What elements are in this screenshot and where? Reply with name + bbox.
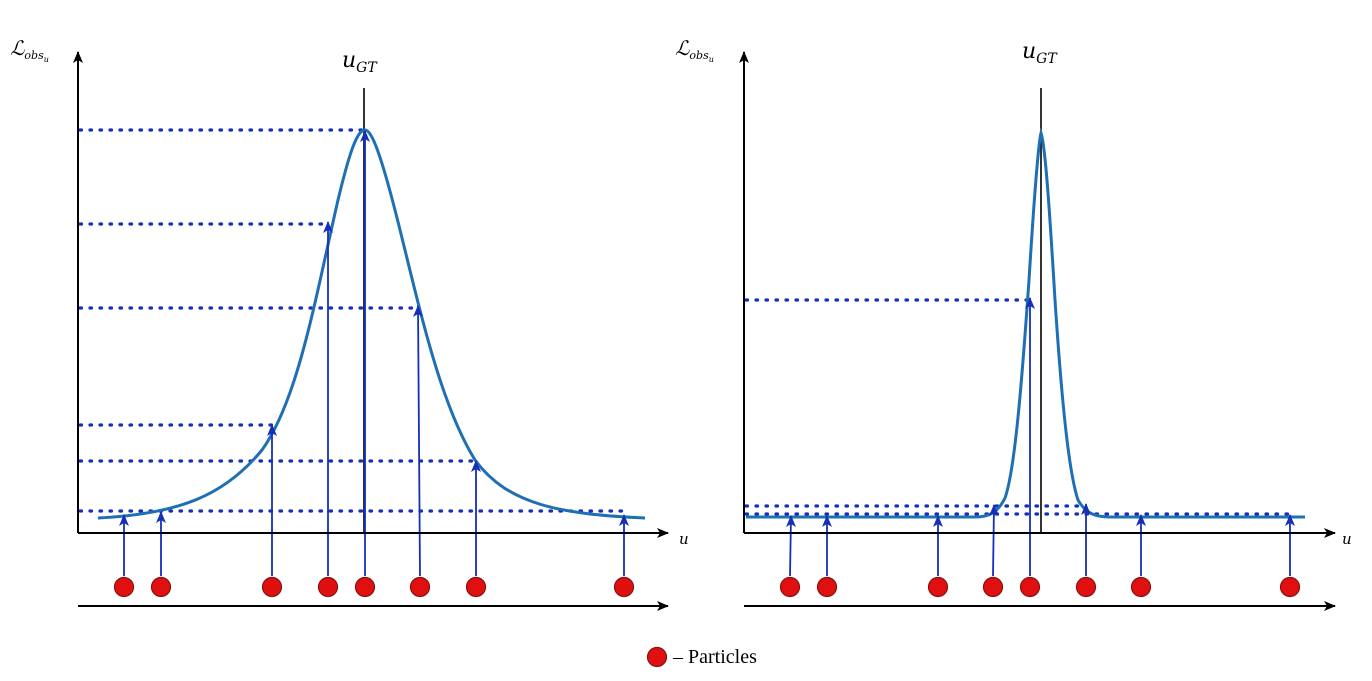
left-particles [113, 576, 635, 598]
particle [150, 576, 172, 598]
particle [113, 576, 135, 598]
particle [354, 576, 376, 598]
legend-particle-marker [646, 646, 668, 668]
left-sample-arrows [119, 130, 629, 577]
right-sample-arrows [786, 297, 1295, 577]
legend: – Particles [646, 646, 757, 668]
right-x-axis-label: u [1342, 530, 1352, 548]
particle [465, 576, 487, 598]
sample-arrow [413, 305, 423, 577]
right-panel: ℒobsu uGT u [675, 36, 1352, 611]
sample-arrow [786, 515, 796, 577]
sample-arrow [989, 504, 999, 577]
right-gt-label: uGT [1022, 39, 1058, 67]
right-y-axis-label: ℒobsu [675, 36, 714, 64]
particle [261, 576, 283, 598]
particle [1130, 576, 1152, 598]
particle [317, 576, 339, 598]
right-level-lines [744, 298, 1292, 516]
particle [779, 576, 801, 598]
left-y-axis-label: ℒobsu [10, 36, 49, 64]
left-level-lines [78, 128, 626, 513]
left-gt-label: uGT [342, 48, 378, 76]
left-panel: ℒobsu uGT [10, 36, 689, 611]
particle [927, 576, 949, 598]
right-particles [779, 576, 1301, 598]
particle [1075, 576, 1097, 598]
legend-label: – Particles [672, 646, 757, 668]
left-x-axis-label: u [679, 530, 689, 548]
right-likelihood-curve [746, 127, 1305, 519]
particle [1279, 576, 1301, 598]
particle [409, 576, 431, 598]
particle [816, 576, 838, 598]
particle [613, 576, 635, 598]
particle [1019, 576, 1041, 598]
particle [982, 576, 1004, 598]
